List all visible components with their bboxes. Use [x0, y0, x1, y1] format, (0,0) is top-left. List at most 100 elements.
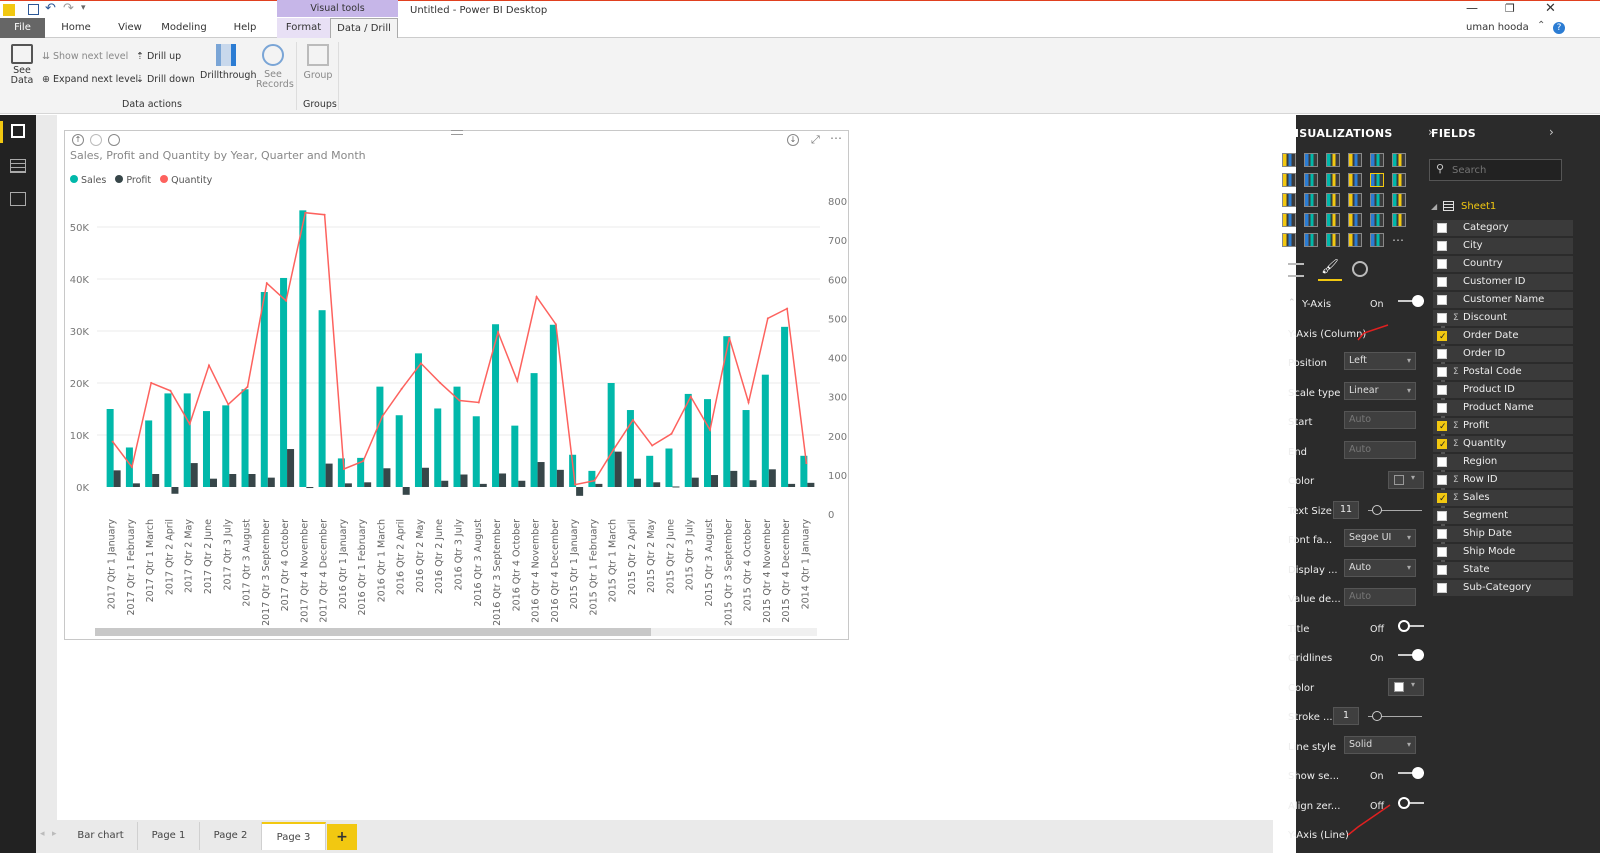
format-tab-icon[interactable]: 🖌: [1318, 259, 1342, 281]
collapse-ribbon-icon[interactable]: ⌃: [1537, 20, 1546, 31]
field-checkbox[interactable]: [1437, 419, 1447, 435]
format-input[interactable]: Auto: [1344, 588, 1416, 606]
field-item[interactable]: Order ID: [1433, 346, 1573, 362]
ribbon-chart-icon[interactable]: [1392, 173, 1406, 187]
horizontal-scrollbar[interactable]: [95, 628, 817, 636]
field-item[interactable]: City: [1433, 238, 1573, 254]
add-page-button[interactable]: +: [327, 824, 357, 850]
quick-access-dropdown-icon[interactable]: ▾: [81, 3, 86, 13]
field-item[interactable]: Sub-Category: [1433, 580, 1573, 596]
gauge-icon[interactable]: [1326, 213, 1340, 227]
drill-up-visual-icon[interactable]: ↑: [72, 134, 84, 146]
waterfall-icon[interactable]: [1282, 193, 1296, 207]
field-item[interactable]: Customer Name: [1433, 292, 1573, 308]
collapse-section-icon[interactable]: ⌃: [1288, 298, 1296, 308]
field-item[interactable]: Customer ID: [1433, 274, 1573, 290]
clustered-bar-icon[interactable]: [1326, 153, 1340, 167]
field-checkbox[interactable]: [1437, 511, 1447, 521]
tab-help[interactable]: Help: [233, 22, 257, 33]
field-item[interactable]: Order Date: [1433, 328, 1573, 345]
pie-chart-icon[interactable]: [1326, 193, 1340, 207]
drill-mode-visual-icon[interactable]: [90, 134, 102, 146]
more-options-icon[interactable]: ⋯: [830, 131, 842, 145]
expand-next-level-button[interactable]: ⊕ Expand next level: [42, 74, 138, 85]
donut-chart-icon[interactable]: [1348, 193, 1362, 207]
legend-item-sales[interactable]: Sales: [70, 175, 106, 186]
redo-icon[interactable]: ↷: [63, 1, 74, 16]
field-checkbox[interactable]: [1437, 529, 1447, 539]
format-dropdown[interactable]: Segoe UI ▾: [1344, 529, 1416, 547]
field-checkbox[interactable]: [1437, 547, 1447, 557]
toggle-switch[interactable]: [1398, 649, 1424, 661]
tab-home[interactable]: Home: [61, 22, 91, 33]
drill-down-button[interactable]: ⇣ Drill down: [136, 74, 195, 85]
field-checkbox[interactable]: [1437, 313, 1447, 323]
clustered-column-icon[interactable]: [1348, 153, 1362, 167]
field-checkbox[interactable]: [1437, 241, 1447, 251]
page-tab-page-2[interactable]: Page 2: [200, 822, 262, 850]
table-visual-icon[interactable]: [1304, 233, 1318, 247]
tab-data-drill[interactable]: Data / Drill: [330, 18, 398, 38]
data-view-icon[interactable]: [10, 159, 26, 173]
field-checkbox[interactable]: [1437, 491, 1447, 507]
globe-icon[interactable]: [1370, 233, 1384, 247]
color-picker[interactable]: ▾: [1388, 677, 1424, 696]
tab-modeling[interactable]: Modeling: [161, 22, 207, 33]
see-records-button[interactable]: See Records: [256, 44, 294, 90]
field-checkbox[interactable]: [1437, 437, 1447, 453]
see-data-button[interactable]: See Data: [8, 44, 36, 86]
field-checkbox[interactable]: [1437, 259, 1447, 269]
stacked-area-icon[interactable]: [1326, 173, 1340, 187]
format-dropdown[interactable]: Linear ▾: [1344, 381, 1416, 400]
undo-icon[interactable]: ↶: [45, 1, 56, 16]
toggle-switch[interactable]: [1398, 767, 1424, 779]
table-name[interactable]: Sheet1: [1461, 201, 1497, 212]
page-tab-page-1[interactable]: Page 1: [138, 822, 200, 850]
legend-item-profit[interactable]: Profit: [115, 175, 151, 186]
legend-item-quantity[interactable]: Quantity: [160, 175, 212, 186]
restore-icon[interactable]: ❐: [1505, 2, 1515, 15]
format-input[interactable]: Auto: [1344, 411, 1416, 429]
line-chart-icon[interactable]: [1282, 173, 1296, 187]
field-item[interactable]: Product ID: [1433, 382, 1573, 398]
expand-table-icon[interactable]: ◢: [1431, 202, 1438, 211]
field-item[interactable]: Σ Postal Code: [1433, 364, 1573, 380]
treemap-icon[interactable]: [1370, 193, 1384, 207]
field-item[interactable]: Σ Quantity: [1433, 436, 1573, 453]
relationships-view-icon[interactable]: [10, 192, 26, 206]
drillthrough-button[interactable]: Drillthrough: [200, 44, 256, 81]
field-item[interactable]: Segment: [1433, 508, 1573, 524]
collapse-fields-icon[interactable]: ›: [1549, 125, 1554, 139]
line-column-icon[interactable]: [1348, 173, 1362, 187]
group-button[interactable]: Group: [303, 44, 333, 81]
drill-down-visual-icon[interactable]: ↓: [787, 134, 799, 146]
report-view-icon[interactable]: [0, 121, 36, 143]
field-item[interactable]: Country: [1433, 256, 1573, 272]
drill-up-button[interactable]: ⇡ Drill up: [136, 51, 181, 62]
tab-file[interactable]: File: [0, 18, 45, 38]
multirow-card-icon[interactable]: [1370, 213, 1384, 227]
field-item[interactable]: Σ Profit: [1433, 418, 1573, 435]
user-name[interactable]: uman hooda: [1466, 22, 1529, 33]
save-icon[interactable]: [28, 4, 39, 15]
color-picker[interactable]: ▾: [1388, 471, 1424, 489]
search-input[interactable]: [1452, 162, 1556, 178]
matrix-icon[interactable]: [1326, 233, 1340, 247]
field-item[interactable]: Σ Row ID: [1433, 472, 1573, 488]
analytics-tab-icon[interactable]: [1352, 261, 1368, 277]
format-dropdown[interactable]: Left ▾: [1344, 352, 1416, 370]
field-checkbox[interactable]: [1437, 277, 1447, 287]
map-icon[interactable]: [1392, 193, 1406, 207]
format-dropdown[interactable]: Solid ▾: [1344, 735, 1416, 754]
tab-view[interactable]: View: [118, 22, 142, 33]
field-item[interactable]: State: [1433, 562, 1573, 578]
close-icon[interactable]: ✕: [1545, 1, 1556, 16]
resize-grip-icon[interactable]: [451, 130, 463, 135]
field-item[interactable]: Ship Mode: [1433, 544, 1573, 560]
field-checkbox[interactable]: [1437, 367, 1447, 377]
format-dropdown[interactable]: Auto ▾: [1344, 558, 1416, 577]
field-checkbox[interactable]: [1437, 583, 1447, 593]
help-icon[interactable]: ?: [1553, 22, 1565, 34]
focus-mode-icon[interactable]: ⤢: [811, 133, 820, 146]
kpi-icon[interactable]: [1392, 213, 1406, 227]
